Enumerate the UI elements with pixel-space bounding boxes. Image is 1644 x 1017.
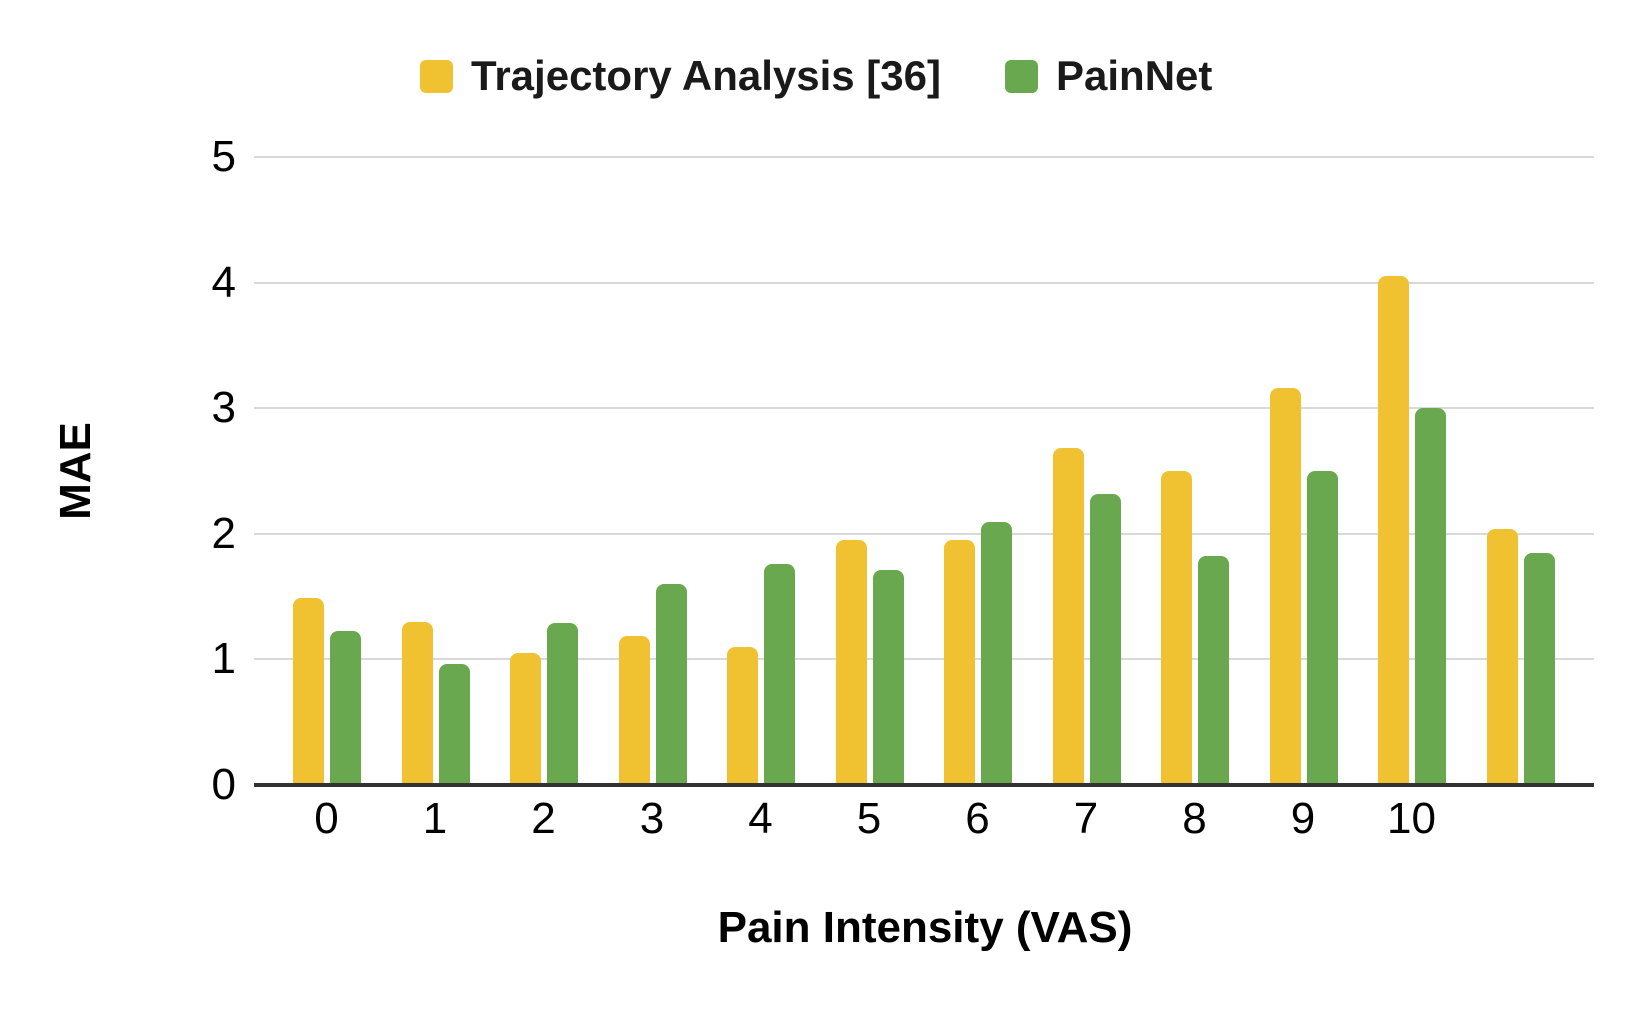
- gridline: [254, 156, 1594, 158]
- bar: [330, 630, 361, 785]
- x-tick-label: 3: [639, 794, 665, 843]
- bar: [1089, 493, 1121, 785]
- bar: [1378, 276, 1409, 785]
- x-tick-label: 0: [314, 794, 339, 843]
- x-tick-label: 10: [1387, 794, 1436, 843]
- x-tick-label: 5: [856, 794, 882, 843]
- legend-swatch-trajectory-analysis-icon: [420, 59, 453, 93]
- bar: [872, 570, 904, 785]
- bar: [1306, 471, 1338, 785]
- bar: [764, 563, 795, 785]
- y-axis-title: MAE: [51, 422, 100, 520]
- y-tick-label: 1: [211, 634, 236, 684]
- bar: [618, 635, 650, 785]
- y-tick-label: 4: [211, 257, 236, 307]
- bar: [1415, 408, 1446, 785]
- bar: [510, 653, 541, 785]
- y-tick-label: 2: [211, 508, 236, 558]
- bar: [1052, 448, 1084, 785]
- x-axis-line: [254, 783, 1594, 787]
- bar: [944, 540, 975, 785]
- bar: [1269, 388, 1301, 785]
- legend-item-trajectory-analysis: Trajectory Analysis [36]: [420, 55, 941, 97]
- y-tick-label: 0: [211, 760, 236, 809]
- bar: [293, 597, 324, 785]
- legend-swatch-painnet-icon: [1005, 59, 1038, 93]
- x-tick-label: 9: [1290, 794, 1316, 843]
- bar: [1198, 556, 1229, 785]
- bar: [1486, 528, 1518, 785]
- gridline: [254, 407, 1594, 410]
- gridline: [254, 532, 1594, 535]
- y-tick-label: 5: [211, 132, 236, 181]
- x-axis-title: Pain Intensity (VAS): [717, 903, 1133, 952]
- x-tick-label: 6: [965, 794, 990, 843]
- y-tick-label: 3: [211, 383, 236, 433]
- bar: [547, 622, 578, 785]
- x-tick-label: 2: [531, 794, 556, 843]
- bar: [835, 540, 867, 785]
- x-tick-label: 7: [1073, 794, 1099, 843]
- bar: [1523, 552, 1555, 785]
- gridline: [254, 281, 1594, 284]
- bar: [981, 522, 1012, 785]
- legend-item-painnet: PainNet: [1005, 55, 1212, 97]
- bar: [1161, 471, 1192, 785]
- x-tick-label: 8: [1182, 794, 1207, 843]
- bar: [655, 584, 687, 785]
- bar: [401, 621, 433, 785]
- legend-label-painnet: PainNet: [1056, 52, 1213, 99]
- gridline: [254, 658, 1594, 661]
- x-tick-label: 1: [422, 794, 448, 843]
- legend-label-trajectory-analysis: Trajectory Analysis [36]: [471, 52, 941, 99]
- x-tick-label: 4: [748, 794, 773, 843]
- bar: [438, 664, 470, 785]
- bar: [727, 646, 758, 785]
